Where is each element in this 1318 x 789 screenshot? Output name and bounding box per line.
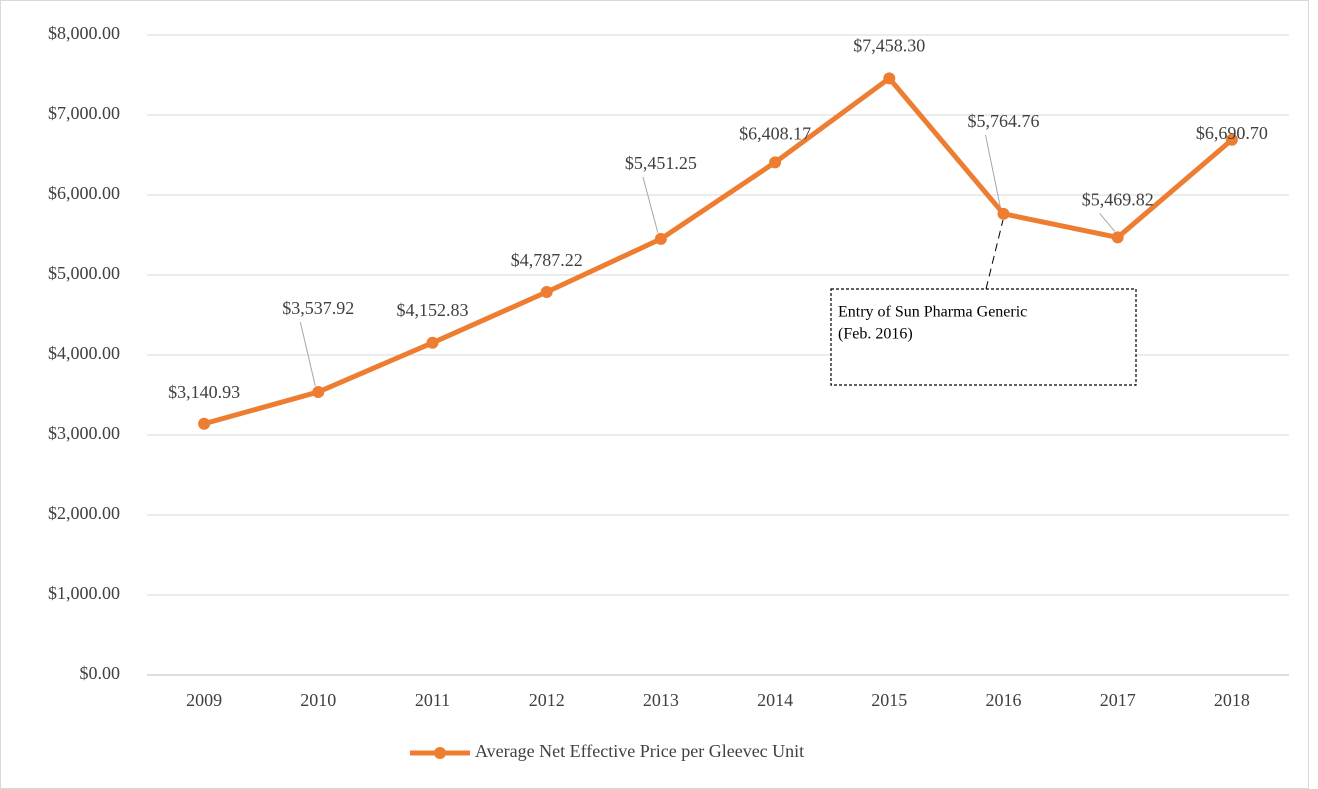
leader-line (1099, 213, 1116, 232)
data-label: $5,451.25 (625, 153, 697, 173)
data-label: $4,787.22 (511, 250, 583, 270)
x-tick-label: 2010 (300, 690, 336, 710)
data-point (997, 207, 1010, 220)
leader-line (299, 321, 316, 387)
x-tick-label: 2011 (415, 690, 450, 710)
data-label: $5,764.76 (968, 111, 1040, 131)
data-label: $3,140.93 (168, 382, 240, 402)
y-tick-label: $8,000.00 (48, 23, 120, 43)
data-point (1111, 231, 1124, 244)
data-label: $4,152.83 (397, 300, 469, 320)
data-point (198, 417, 211, 430)
series-line (203, 75, 1234, 427)
data-label: $6,690.70 (1196, 123, 1268, 143)
x-tick-label: 2017 (1100, 690, 1136, 710)
data-point (769, 156, 782, 169)
x-tick-label: 2016 (986, 690, 1022, 710)
data-label: $5,469.82 (1082, 190, 1154, 210)
legend-label: Average Net Effective Price per Gleevec … (475, 741, 804, 761)
data-point (883, 72, 896, 85)
x-tick-label: 2018 (1214, 690, 1250, 710)
y-tick-label: $1,000.00 (48, 583, 120, 603)
data-point (426, 336, 439, 349)
y-tick-label: $2,000.00 (48, 503, 120, 523)
annotation-pointer (985, 219, 1004, 290)
y-tick-label: $0.00 (80, 663, 121, 683)
data-point (1225, 133, 1238, 146)
y-tick-label: $3,000.00 (48, 423, 120, 443)
x-tick-label: 2015 (871, 690, 907, 710)
x-tick-label: 2012 (529, 690, 565, 710)
data-label: $3,537.92 (282, 298, 354, 318)
annotation-box (830, 288, 1137, 386)
y-tick-label: $7,000.00 (48, 103, 120, 123)
y-tick-label: $6,000.00 (48, 183, 120, 203)
data-point (654, 232, 667, 245)
y-tick-label: $4,000.00 (48, 343, 120, 363)
leader-line (985, 134, 1001, 208)
data-label: $6,408.17 (739, 123, 811, 143)
x-tick-label: 2009 (186, 690, 222, 710)
annotation-text: (Feb. 2016) (838, 326, 913, 343)
legend-marker (434, 747, 446, 759)
data-label: $7,458.30 (853, 35, 925, 55)
y-tick-label: $5,000.00 (48, 263, 120, 283)
data-point (312, 385, 325, 398)
x-tick-label: 2013 (643, 690, 679, 710)
leader-line (642, 176, 659, 234)
x-tick-label: 2014 (757, 690, 793, 710)
data-point (540, 286, 553, 299)
annotation-text: Entry of Sun Pharma Generic (838, 304, 1027, 321)
